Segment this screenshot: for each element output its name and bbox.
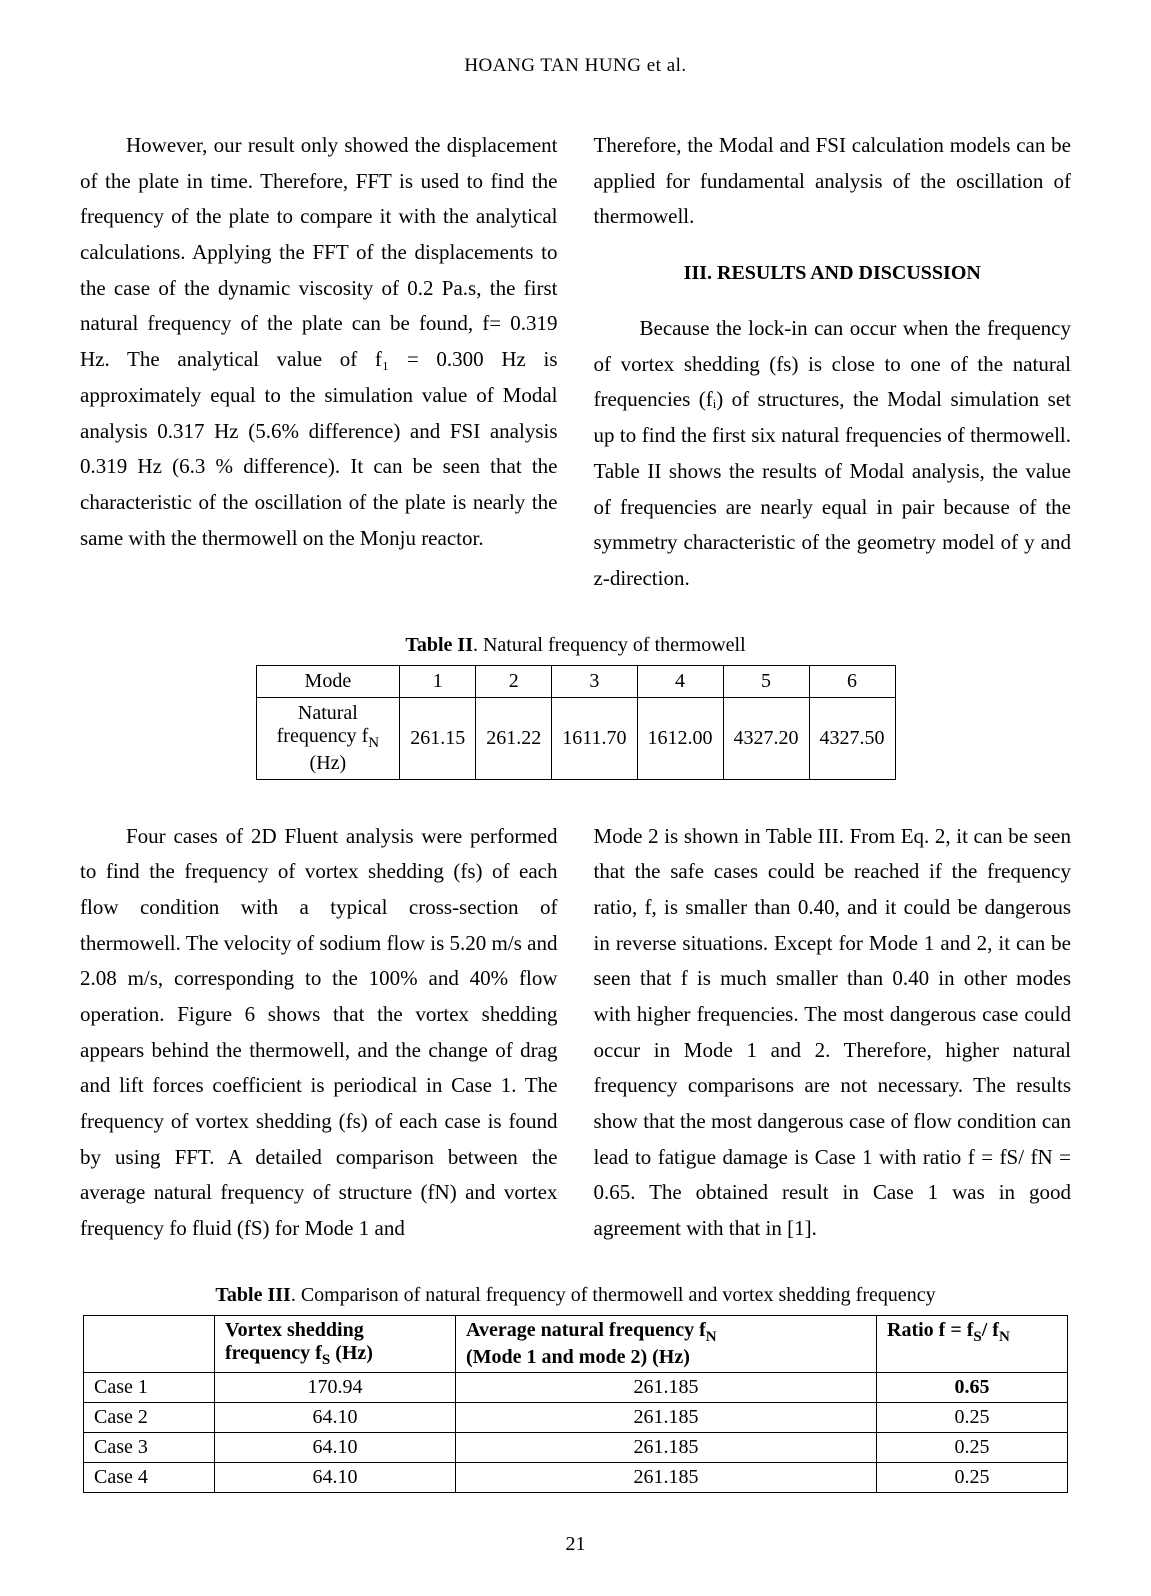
table-2: Mode 1 2 3 4 5 6 Natural frequency fN (H… [256,665,896,780]
table-row: Case 4 64.10 261.185 0.25 [84,1462,1068,1492]
paragraph: Because the lock-in can occur when the f… [594,311,1072,597]
table-cell: 2 [476,665,552,697]
caption-text: . Comparison of natural frequency of the… [291,1284,936,1306]
columns-block-2: Four cases of 2D Fluent analysis were pe… [80,798,1071,1268]
table-row: Vortex sheddingfrequency fS (Hz) Average… [84,1315,1068,1372]
paragraph: However, our result only showed the disp… [80,128,558,556]
table-cell: 4 [637,665,723,697]
table-cell: 0.25 [877,1462,1068,1492]
table-cell: 4327.20 [723,697,809,779]
table-2-caption: Table II. Natural frequency of thermowel… [80,634,1071,657]
paragraph: Therefore, the Modal and FSI calculation… [594,128,1072,235]
table-cell: 261.185 [456,1402,877,1432]
table-cell: 1612.00 [637,697,723,779]
right-column-1: Therefore, the Modal and FSI calculation… [594,107,1072,618]
table-row: Case 3 64.10 261.185 0.25 [84,1432,1068,1462]
table-cell: Case 1 [84,1372,215,1402]
table-row: Mode 1 2 3 4 5 6 [256,665,895,697]
caption-label: Table III [215,1284,290,1306]
table-cell: 64.10 [215,1462,456,1492]
section-heading: III. RESULTS AND DISCUSSION [594,256,1072,290]
page-number: 21 [80,1533,1071,1556]
table-cell: 261.185 [456,1372,877,1402]
table-header: Vortex sheddingfrequency fS (Hz) [215,1315,456,1372]
table-cell: Case 4 [84,1462,215,1492]
table-cell: 1611.70 [552,697,637,779]
table-cell: 3 [552,665,637,697]
table-cell: 4327.50 [809,697,895,779]
table-cell: 0.25 [877,1432,1068,1462]
table-cell: 64.10 [215,1402,456,1432]
table-row: Natural frequency fN (Hz) 261.15 261.22 … [256,697,895,779]
table-header: Ratio f = fS/ fN [877,1315,1068,1372]
table-cell: 170.94 [215,1372,456,1402]
table-cell: 261.185 [456,1462,877,1492]
table-cell: 0.65 [877,1372,1068,1402]
right-column-2: Mode 2 is shown in Table III. From Eq. 2… [594,798,1072,1268]
table-cell: Case 2 [84,1402,215,1432]
table-header [84,1315,215,1372]
table-cell: 261.15 [400,697,476,779]
table-cell: 0.25 [877,1402,1068,1432]
paragraph: Four cases of 2D Fluent analysis were pe… [80,819,558,1247]
table-cell: Case 3 [84,1432,215,1462]
table-cell: 261.22 [476,697,552,779]
table-cell: 1 [400,665,476,697]
table-cell: 6 [809,665,895,697]
caption-text: . Natural frequency of thermowell [473,634,746,656]
table-header: Average natural frequency fN(Mode 1 and … [456,1315,877,1372]
table-cell: 5 [723,665,809,697]
paragraph: Mode 2 is shown in Table III. From Eq. 2… [594,819,1072,1247]
table-cell: 261.185 [456,1432,877,1462]
table-row: Case 1 170.94 261.185 0.65 [84,1372,1068,1402]
left-column-1: However, our result only showed the disp… [80,107,558,618]
columns-block-1: However, our result only showed the disp… [80,107,1071,618]
page: HOANG TAN HUNG et al. However, our resul… [0,0,1151,1596]
running-head: HOANG TAN HUNG et al. [80,55,1071,77]
table-cell: 64.10 [215,1432,456,1462]
caption-label: Table II [405,634,473,656]
table-3-caption: Table III. Comparison of natural frequen… [80,1284,1071,1307]
left-column-2: Four cases of 2D Fluent analysis were pe… [80,798,558,1268]
table-row: Case 2 64.10 261.185 0.25 [84,1402,1068,1432]
table-cell: Natural frequency fN (Hz) [256,697,400,779]
table-3: Vortex sheddingfrequency fS (Hz) Average… [83,1315,1068,1493]
table-cell: Mode [256,665,400,697]
